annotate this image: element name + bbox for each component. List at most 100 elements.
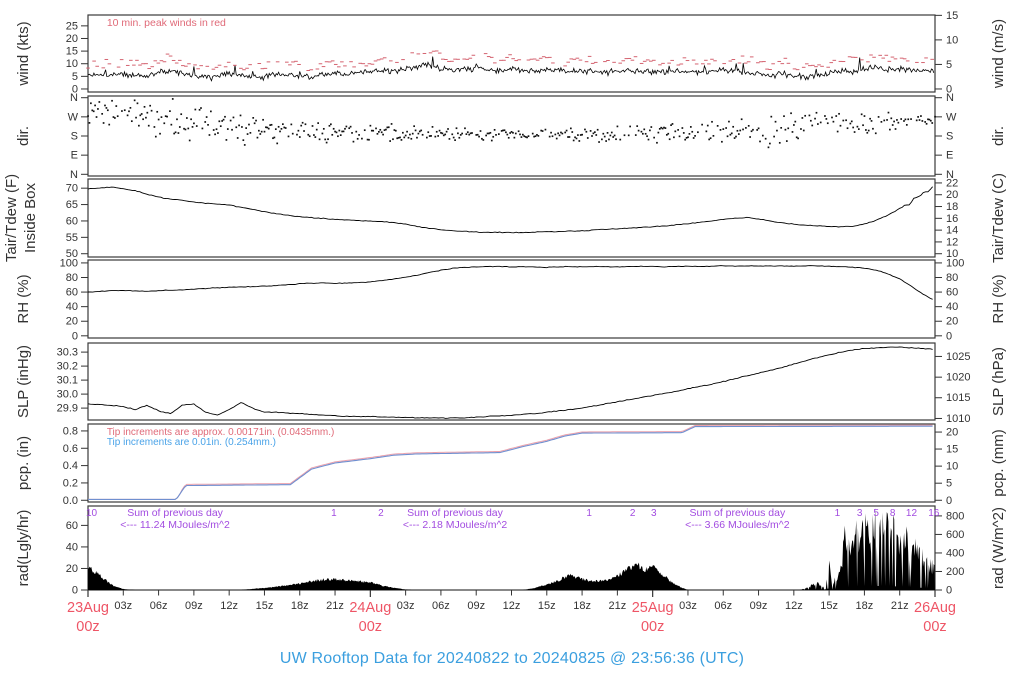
svg-text:S: S xyxy=(946,131,953,143)
dir-dot xyxy=(870,120,873,122)
dir-dot xyxy=(569,127,572,130)
dir-dot xyxy=(824,115,826,117)
dir-dot xyxy=(658,128,661,130)
dir-dot xyxy=(341,130,343,133)
dir-dot xyxy=(891,124,894,126)
svg-text:0: 0 xyxy=(946,585,952,597)
dir-dot xyxy=(136,102,139,105)
dir-dot xyxy=(815,111,818,114)
dir-dot xyxy=(464,127,466,130)
svg-text:22: 22 xyxy=(946,177,958,189)
dir-dot xyxy=(226,128,229,130)
dir-dot xyxy=(767,146,770,149)
dir-dot xyxy=(802,129,805,132)
x-tick-label: 12z xyxy=(785,600,803,612)
dir-dot xyxy=(133,99,136,102)
svg-text:60: 60 xyxy=(66,520,78,532)
dir-dot xyxy=(770,115,773,118)
dir-dot xyxy=(709,137,712,140)
dir-dot xyxy=(229,119,232,122)
dir-dot xyxy=(164,115,167,118)
dir-dot xyxy=(153,126,156,128)
dir-dot xyxy=(139,114,142,117)
dir-dot xyxy=(231,128,233,131)
dir-dot xyxy=(409,133,411,136)
svg-text:60: 60 xyxy=(66,287,78,299)
dir-dot xyxy=(215,128,218,131)
dir-dot xyxy=(147,124,150,127)
dir-dot xyxy=(565,129,568,132)
dir-dot xyxy=(178,126,181,128)
dir-dot xyxy=(105,107,108,109)
dir-dot xyxy=(399,136,401,139)
dir-dot xyxy=(737,133,740,135)
dir-dot xyxy=(742,128,744,131)
x-tick-label: 09z xyxy=(750,600,768,612)
dir-dot xyxy=(303,130,305,132)
svg-text:30.0: 30.0 xyxy=(57,389,78,401)
x-axis: 03z 06z 09z 12z 15z 18z 21z 03z 06z 09z 12z 15z 18z 2… xyxy=(67,590,956,635)
svg-text:E: E xyxy=(946,150,953,162)
dir-dot xyxy=(121,110,123,112)
dir-dot xyxy=(126,114,129,117)
dir-dot xyxy=(194,108,197,111)
dir-dot xyxy=(708,138,711,141)
x-date-label: 23Aug xyxy=(67,600,109,616)
dir-dot xyxy=(564,131,567,134)
dir-dot xyxy=(265,126,267,129)
dir-dot xyxy=(665,133,668,136)
dir-dot xyxy=(685,136,688,139)
dir-dot xyxy=(222,118,225,121)
dir-dot xyxy=(296,133,298,136)
dir-dot xyxy=(114,117,116,119)
dir-dot xyxy=(297,129,300,132)
dir-dot xyxy=(541,130,544,132)
x-tick-label: 03z xyxy=(114,600,132,612)
dir-dot xyxy=(510,130,513,133)
dir-dot xyxy=(348,127,351,130)
dir-dot xyxy=(488,132,490,135)
dir-dot xyxy=(643,128,646,131)
dir-dot xyxy=(735,135,737,138)
dir-dot xyxy=(485,134,487,137)
dir-dot xyxy=(769,142,771,145)
x-tick-label: 09z xyxy=(185,600,203,612)
dir-dot xyxy=(776,129,778,132)
dir-dot xyxy=(269,124,272,126)
dir-dot xyxy=(438,129,441,132)
dir-dot xyxy=(376,132,379,135)
dir-dot xyxy=(712,134,715,137)
dir-dot xyxy=(193,122,195,125)
rad-sum-value: <--- 3.66 MJoules/m^2 xyxy=(685,519,790,531)
dir-dot xyxy=(290,123,293,126)
dir-dot xyxy=(692,137,695,139)
x-tick-label: 03z xyxy=(397,600,415,612)
dir-dot xyxy=(867,129,870,132)
dir-dot xyxy=(664,127,667,129)
x-tick-label: 15z xyxy=(538,600,556,612)
dir-dot xyxy=(403,136,406,139)
dir-dot xyxy=(794,120,797,123)
dir-dot xyxy=(584,128,586,131)
dir-dot xyxy=(517,130,520,133)
dir-dot xyxy=(458,136,461,139)
x-date-time-label: 00z xyxy=(923,619,946,635)
dir-dot xyxy=(378,130,380,133)
dir-dot xyxy=(917,116,919,118)
dir-dot xyxy=(615,138,617,141)
dir-dot xyxy=(101,112,104,115)
dir-dot xyxy=(191,126,194,128)
dir-dot xyxy=(308,135,311,138)
dir-dot xyxy=(212,129,215,131)
dir-dot xyxy=(176,118,178,121)
ylabel-left-dir: dir. xyxy=(15,126,32,146)
dir-dot xyxy=(904,118,907,121)
dir-dot xyxy=(502,129,504,132)
dir-dot xyxy=(351,132,353,134)
dir-dot xyxy=(471,132,473,134)
dir-dot xyxy=(800,128,802,130)
dir-dot xyxy=(856,125,859,128)
